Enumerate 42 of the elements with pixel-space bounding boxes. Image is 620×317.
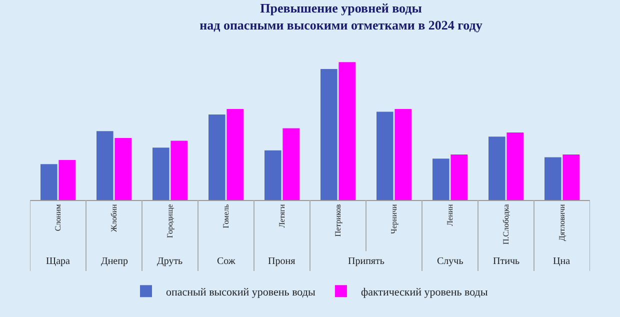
bar	[114, 138, 132, 200]
bar	[226, 109, 244, 200]
bar	[40, 164, 58, 200]
bar	[432, 158, 450, 200]
text: Щара	[46, 256, 71, 267]
x-tick-label: Ленин	[446, 203, 455, 226]
text: Проня	[268, 256, 296, 267]
bar	[562, 154, 580, 200]
bar	[338, 62, 356, 200]
text: Птичь	[493, 256, 520, 267]
chart-title: Превышение уровней воды над опасными высокими отметками в 2024 году	[200, 0, 483, 33]
bar	[96, 131, 114, 200]
bar	[152, 148, 170, 200]
bar	[208, 114, 226, 200]
x-tick-label: Жлобин	[110, 203, 119, 232]
x-tick-label: Летяги	[278, 203, 287, 228]
bar	[376, 112, 394, 200]
text: Друть	[157, 256, 184, 267]
bar	[264, 150, 282, 200]
text: Цна	[553, 256, 571, 267]
bar	[170, 140, 188, 200]
text: Случь	[437, 256, 464, 267]
bar	[488, 136, 506, 200]
text: Припять	[348, 256, 385, 267]
bar	[394, 109, 412, 200]
x-tick-label: Слоним	[54, 204, 63, 232]
x-tick-label: П.Слободка	[502, 204, 511, 245]
x-tick-label: Городище	[166, 204, 175, 238]
x-tick-label: Петриков	[334, 204, 343, 237]
x-tick-label: Черничи	[390, 203, 399, 234]
legend-label: опасный высокий уровень воды	[166, 286, 316, 298]
x-tick-label: Гомель	[222, 204, 231, 228]
bar	[544, 157, 562, 200]
bar	[320, 69, 338, 200]
bar	[282, 128, 300, 200]
bar	[506, 132, 524, 200]
bar	[450, 154, 468, 200]
legend-label: фактический уровень воды	[360, 286, 488, 298]
x-tick-label: Дятловичи	[558, 203, 567, 241]
text: Сож	[217, 256, 236, 267]
text: Днепр	[101, 256, 128, 267]
bar	[58, 160, 76, 200]
